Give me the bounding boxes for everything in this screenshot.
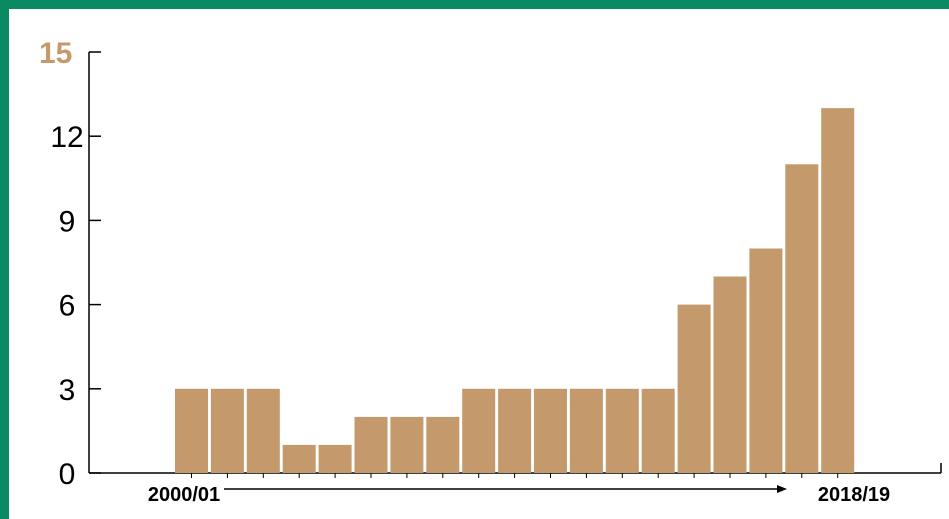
chart-frame: 0 3 6 9 12 15 2000/01 2018/19 — [9, 9, 949, 519]
y-tick-label: 15 — [39, 37, 72, 70]
bar-2008-09 — [462, 388, 496, 473]
bar-2002-03 — [246, 388, 280, 473]
bar-2014-15 — [677, 304, 711, 473]
bar-2011-12 — [569, 388, 603, 473]
bars — [175, 108, 855, 478]
bar-chart: 0 3 6 9 12 15 2000/01 2018/19 — [39, 37, 942, 506]
x-end-label: 2018/19 — [818, 484, 890, 506]
y-tick-label: 9 — [59, 205, 76, 238]
bar-2006-07 — [390, 416, 424, 473]
time-arrow-head — [777, 485, 787, 493]
y-ticks: 0 3 6 9 12 15 — [39, 37, 101, 491]
bar-2017-18 — [785, 164, 819, 474]
bar-2015-16 — [713, 276, 747, 473]
y-tick-label: 6 — [59, 290, 76, 323]
bar-2009-10 — [498, 388, 532, 473]
y-tick-label: 0 — [59, 458, 76, 491]
y-tick-label: 12 — [50, 121, 83, 154]
bar-2013-14 — [641, 388, 675, 473]
y-tick-label: 3 — [59, 374, 76, 407]
bar-2003-04 — [282, 444, 316, 473]
bar-2018-19 — [821, 108, 855, 473]
x-start-label: 2000/01 — [148, 484, 220, 506]
bar-2001-02 — [210, 388, 244, 473]
bar-2010-11 — [534, 388, 567, 473]
bar-2007-08 — [426, 416, 460, 473]
bar-2004-05 — [318, 444, 352, 473]
bar-2005-06 — [354, 416, 388, 473]
bar-2016-17 — [749, 248, 783, 473]
bar-2012-13 — [605, 388, 639, 473]
bar-2000-01 — [175, 388, 208, 473]
